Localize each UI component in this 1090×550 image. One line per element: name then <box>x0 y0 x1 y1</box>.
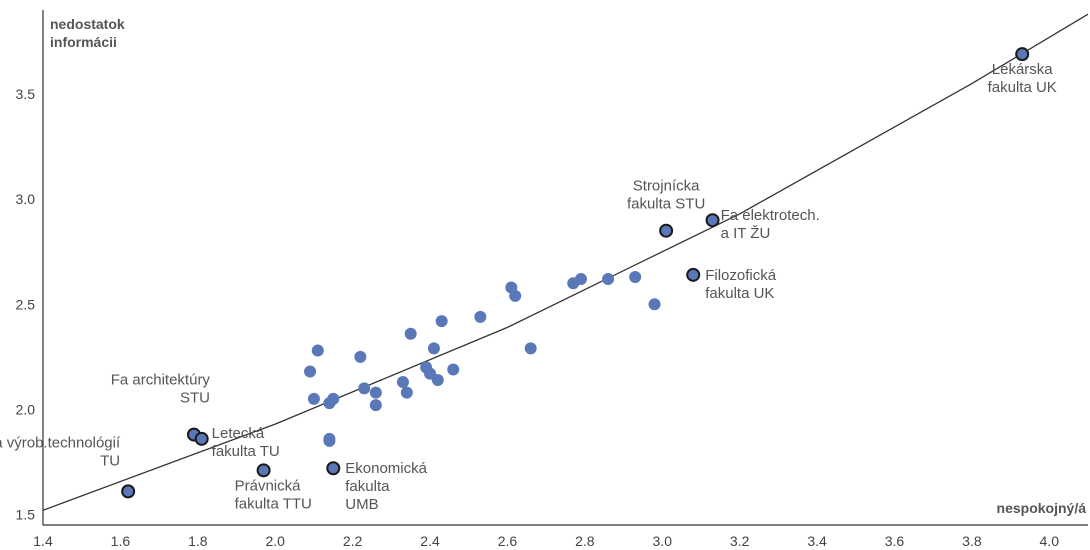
x-tick-label: 1.6 <box>111 533 131 549</box>
y-tick-label: 3.5 <box>16 86 36 102</box>
y-axis-title: nedostatok informácii <box>50 16 125 50</box>
highlighted-point <box>686 267 701 282</box>
data-point <box>358 382 371 395</box>
data-point <box>369 399 382 412</box>
y-tick-label: 3.0 <box>16 191 36 207</box>
trend-line <box>42 13 1089 511</box>
x-tick-label: 2.4 <box>420 533 440 549</box>
x-tick-label: 2.8 <box>575 533 595 549</box>
data-point <box>396 376 409 389</box>
data-point <box>524 342 537 355</box>
highlighted-point <box>1015 47 1030 62</box>
data-point <box>404 327 417 340</box>
highlighted-point <box>659 223 674 238</box>
highlighted-point <box>326 461 341 476</box>
x-tick-label: 3.4 <box>807 533 827 549</box>
x-tick-label: 1.8 <box>188 533 208 549</box>
data-point <box>447 363 460 376</box>
x-tick-label: 2.6 <box>498 533 518 549</box>
data-point <box>509 289 522 302</box>
point-label: Strojnícka fakulta STU <box>627 178 705 213</box>
data-point <box>369 386 382 399</box>
x-tick-label: 2.0 <box>265 533 285 549</box>
x-tick-label: 2.2 <box>343 533 363 549</box>
highlighted-point <box>705 213 720 228</box>
point-label: Fa architektúry STU <box>111 372 211 407</box>
point-label: Fa elektrotech. a IT ŽU <box>721 207 820 242</box>
point-label: Filozofická fakulta UK <box>705 267 777 302</box>
data-point <box>323 434 336 447</box>
data-point <box>574 273 587 286</box>
y-tick-label: 1.5 <box>16 506 36 522</box>
x-tick-label: 3.6 <box>885 533 905 549</box>
data-point <box>427 342 440 355</box>
data-points <box>304 270 661 447</box>
point-label: Letecká fakulta TU <box>212 425 280 460</box>
data-point <box>311 344 324 357</box>
data-point <box>431 373 444 386</box>
y-tick-labels: 1.5 2.0 2.5 3.0 3.5 <box>16 86 36 522</box>
point-label: Lekárska fakulta UK <box>988 61 1057 96</box>
highlighted-point <box>256 463 271 478</box>
x-tick-label: 3.8 <box>962 533 982 549</box>
data-point <box>323 397 336 410</box>
x-axis-title: nespokojný/á <box>997 500 1087 516</box>
x-tick-label: 1.4 <box>33 533 53 549</box>
data-point <box>648 298 661 311</box>
data-point <box>629 270 642 283</box>
data-point <box>474 310 487 323</box>
x-tick-label: 4.0 <box>1040 533 1060 549</box>
point-label: Právnická fakulta TTU <box>235 477 312 512</box>
point-label: Ekonomická fakulta UMB <box>345 460 427 513</box>
data-point <box>602 273 615 286</box>
data-point <box>435 315 448 328</box>
data-point <box>354 350 367 363</box>
data-point <box>304 365 317 378</box>
x-tick-label: 3.0 <box>653 533 673 549</box>
data-point <box>400 386 413 399</box>
y-tick-label: 2.0 <box>16 401 36 417</box>
highlighted-points <box>121 47 1030 499</box>
highlighted-point <box>194 431 209 446</box>
data-point <box>307 392 320 405</box>
highlighted-point <box>121 484 136 499</box>
y-tick-label: 2.5 <box>16 296 36 312</box>
x-tick-labels: 1.4 1.6 1.8 2.0 2.2 2.4 2.6 2.8 3.0 3.2 3.4 3.6 3.8 4… <box>33 533 1059 549</box>
x-tick-label: 3.2 <box>730 533 750 549</box>
